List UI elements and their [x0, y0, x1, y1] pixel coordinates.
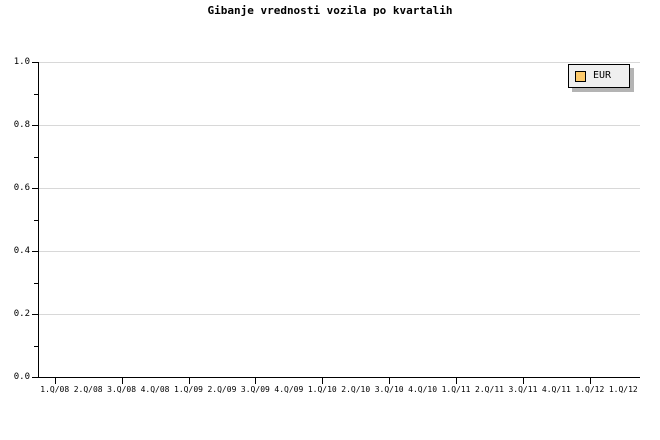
x-tick-label: 2.Q/08: [73, 385, 103, 394]
gridline: [39, 314, 640, 315]
y-tick-major: [32, 62, 39, 63]
y-tick-major: [32, 251, 39, 252]
x-tick: [590, 378, 591, 384]
x-tick-label: 2.Q/09: [207, 385, 237, 394]
x-tick: [255, 378, 256, 384]
x-tick-label: 1.Q/09: [174, 385, 203, 394]
y-tick-label: 0.2: [13, 309, 30, 319]
x-tick-label: 1.Q/10: [307, 385, 337, 394]
x-tick: [189, 378, 190, 384]
y-tick-label: 0.0: [13, 372, 30, 382]
x-tick: [389, 378, 390, 384]
x-tick-label: 4.Q/08: [140, 385, 170, 394]
y-tick-major: [32, 188, 39, 189]
x-tick: [456, 378, 457, 384]
chart-title: Gibanje vrednosti vozila po kvartalih: [207, 4, 453, 17]
x-tick-label: 3.Q/08: [107, 385, 137, 394]
x-tick-label: 4.Q/09: [274, 385, 304, 394]
y-tick-minor: [34, 346, 39, 347]
gridline: [39, 251, 640, 252]
x-tick: [322, 378, 323, 384]
chart-legend[interactable]: EUR: [568, 64, 630, 88]
gridline: [39, 188, 640, 189]
y-axis-line: [38, 62, 39, 378]
x-tick-label: 3.Q/11: [508, 385, 538, 394]
x-tick-label: 4.Q/11: [541, 385, 571, 394]
legend-item-label: EUR: [593, 70, 612, 81]
x-tick-label: 2.Q/11: [475, 385, 504, 394]
y-tick-label: 0.8: [13, 120, 30, 130]
x-tick: [122, 378, 123, 384]
x-tick-label: 4.Q/10: [408, 385, 438, 394]
y-tick-minor: [34, 94, 39, 95]
y-tick-major: [32, 377, 39, 378]
y-tick-minor: [34, 283, 39, 284]
y-tick-major: [32, 314, 39, 315]
legend-swatch-icon: [575, 70, 586, 82]
x-tick-label: 2.Q/10: [341, 385, 371, 394]
plot-area: [38, 62, 640, 377]
y-tick-minor: [34, 157, 39, 158]
x-axis-line: [38, 377, 640, 378]
x-tick-label: 3.Q/09: [240, 385, 270, 394]
y-tick-label: 0.4: [13, 246, 30, 256]
gridline: [39, 62, 640, 63]
x-tick-label: 1.Q/12: [575, 385, 605, 394]
gridline: [39, 125, 640, 126]
y-tick-label: 1.0: [13, 57, 30, 67]
y-tick-major: [32, 125, 39, 126]
y-tick-minor: [34, 220, 39, 221]
x-tick-label: 1.Q/12: [608, 385, 638, 394]
x-tick: [55, 378, 56, 384]
x-tick-label: 3.Q/10: [374, 385, 404, 394]
x-tick-label: 1.Q/08: [40, 385, 70, 394]
x-tick-label: 1.Q/11: [441, 385, 471, 394]
y-tick-label: 0.6: [13, 183, 30, 193]
x-tick: [523, 378, 524, 384]
